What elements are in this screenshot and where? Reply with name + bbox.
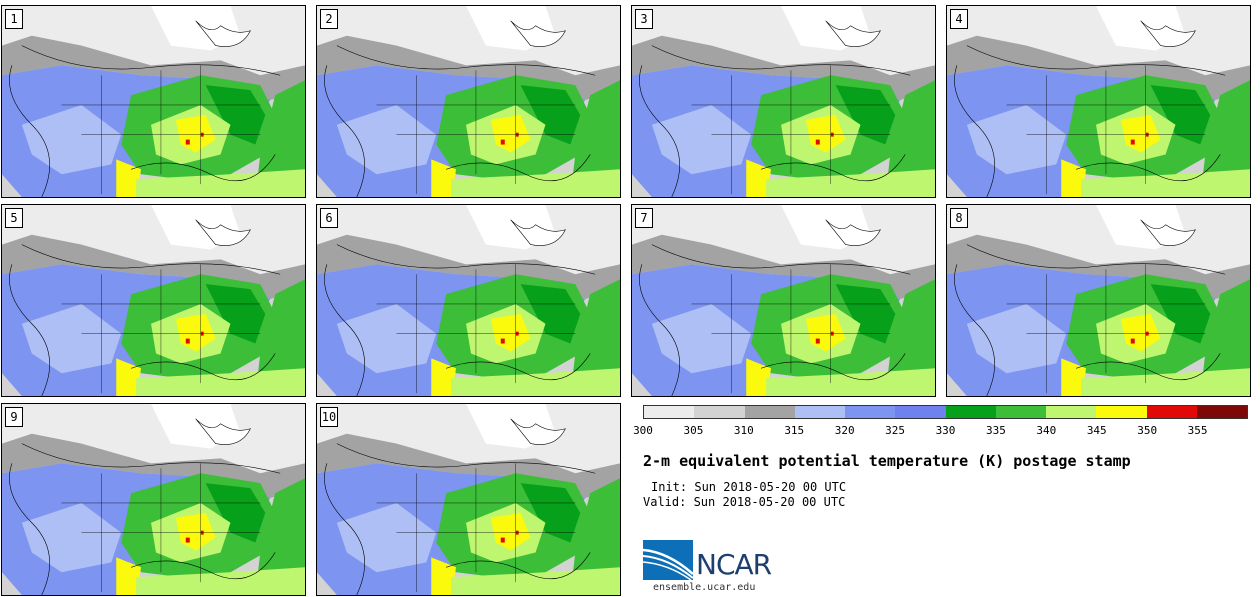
- stamp-number: 8: [950, 208, 968, 228]
- logo-url: ensemble.ucar.edu: [653, 582, 756, 593]
- colorbar-tick-label: 340: [1036, 424, 1057, 437]
- init-time: Init: Sun 2018-05-20 00 UTC: [651, 480, 847, 494]
- colorbar-segment: [1096, 406, 1147, 418]
- colorbar-segment: [945, 406, 996, 418]
- stamp-number: 9: [5, 407, 23, 427]
- colorbar-segment: [694, 406, 745, 418]
- postage-stamp-map: 1: [1, 5, 306, 198]
- postage-stamp-map: 3: [631, 5, 936, 198]
- stamp-number: 10: [320, 407, 338, 427]
- stamp-number: 5: [5, 208, 23, 228]
- postage-stamp-map: 6: [316, 204, 621, 397]
- colorbar-tick-label: 345: [1086, 424, 1107, 437]
- figure-title: 2-m equivalent potential temperature (K)…: [643, 452, 1131, 470]
- colorbar-tick-label: 325: [885, 424, 906, 437]
- colorbar-segment: [794, 406, 845, 418]
- postage-stamp-map: 9: [1, 403, 306, 596]
- postage-stamp-map: 8: [946, 204, 1251, 397]
- colorbar-segment: [895, 406, 946, 418]
- postage-stamp-map: 5: [1, 204, 306, 397]
- postage-stamp-map: 7: [631, 204, 936, 397]
- colorbar-tick-label: 310: [733, 424, 754, 437]
- colorbar-segment: [1146, 406, 1197, 418]
- stamp-number: 4: [950, 9, 968, 29]
- ncar-swoosh-icon: [643, 540, 693, 580]
- colorbar-tick-label: 355: [1187, 424, 1208, 437]
- stamp-number: 1: [5, 9, 23, 29]
- colorbar-segment: [644, 406, 695, 418]
- ncar-logo: NCAR: [643, 540, 793, 585]
- logo-text: NCAR: [696, 548, 772, 581]
- colorbar-tick-label: 335: [985, 424, 1006, 437]
- colorbar-tick-label: 350: [1137, 424, 1158, 437]
- postage-stamp-map: 2: [316, 5, 621, 198]
- colorbar-ticks: 300 305 310 315 320 325 330 335 340 345 350 355: [633, 424, 1248, 438]
- colorbar-segment: [1196, 406, 1247, 418]
- stamp-number: 2: [320, 9, 338, 29]
- colorbar-tick-label: 300: [633, 424, 653, 437]
- colorbar-segment: [845, 406, 896, 418]
- colorbar-segment: [1046, 406, 1097, 418]
- colorbar-segment: [995, 406, 1046, 418]
- valid-time: Valid: Sun 2018-05-20 00 UTC: [643, 495, 846, 509]
- stamp-number: 7: [635, 208, 653, 228]
- postage-stamp-map: 4: [946, 5, 1251, 198]
- stamp-number: 3: [635, 9, 653, 29]
- colorbar-tick-label: 305: [683, 424, 704, 437]
- colorbar-tick-label: 330: [935, 424, 956, 437]
- stamp-number: 6: [320, 208, 338, 228]
- colorbar-tick-label: 320: [834, 424, 855, 437]
- postage-stamp-map: 10: [316, 403, 621, 596]
- colorbar-segment: [744, 406, 795, 418]
- colorbar-tick-label: 315: [784, 424, 805, 437]
- colorbar: [643, 405, 1248, 419]
